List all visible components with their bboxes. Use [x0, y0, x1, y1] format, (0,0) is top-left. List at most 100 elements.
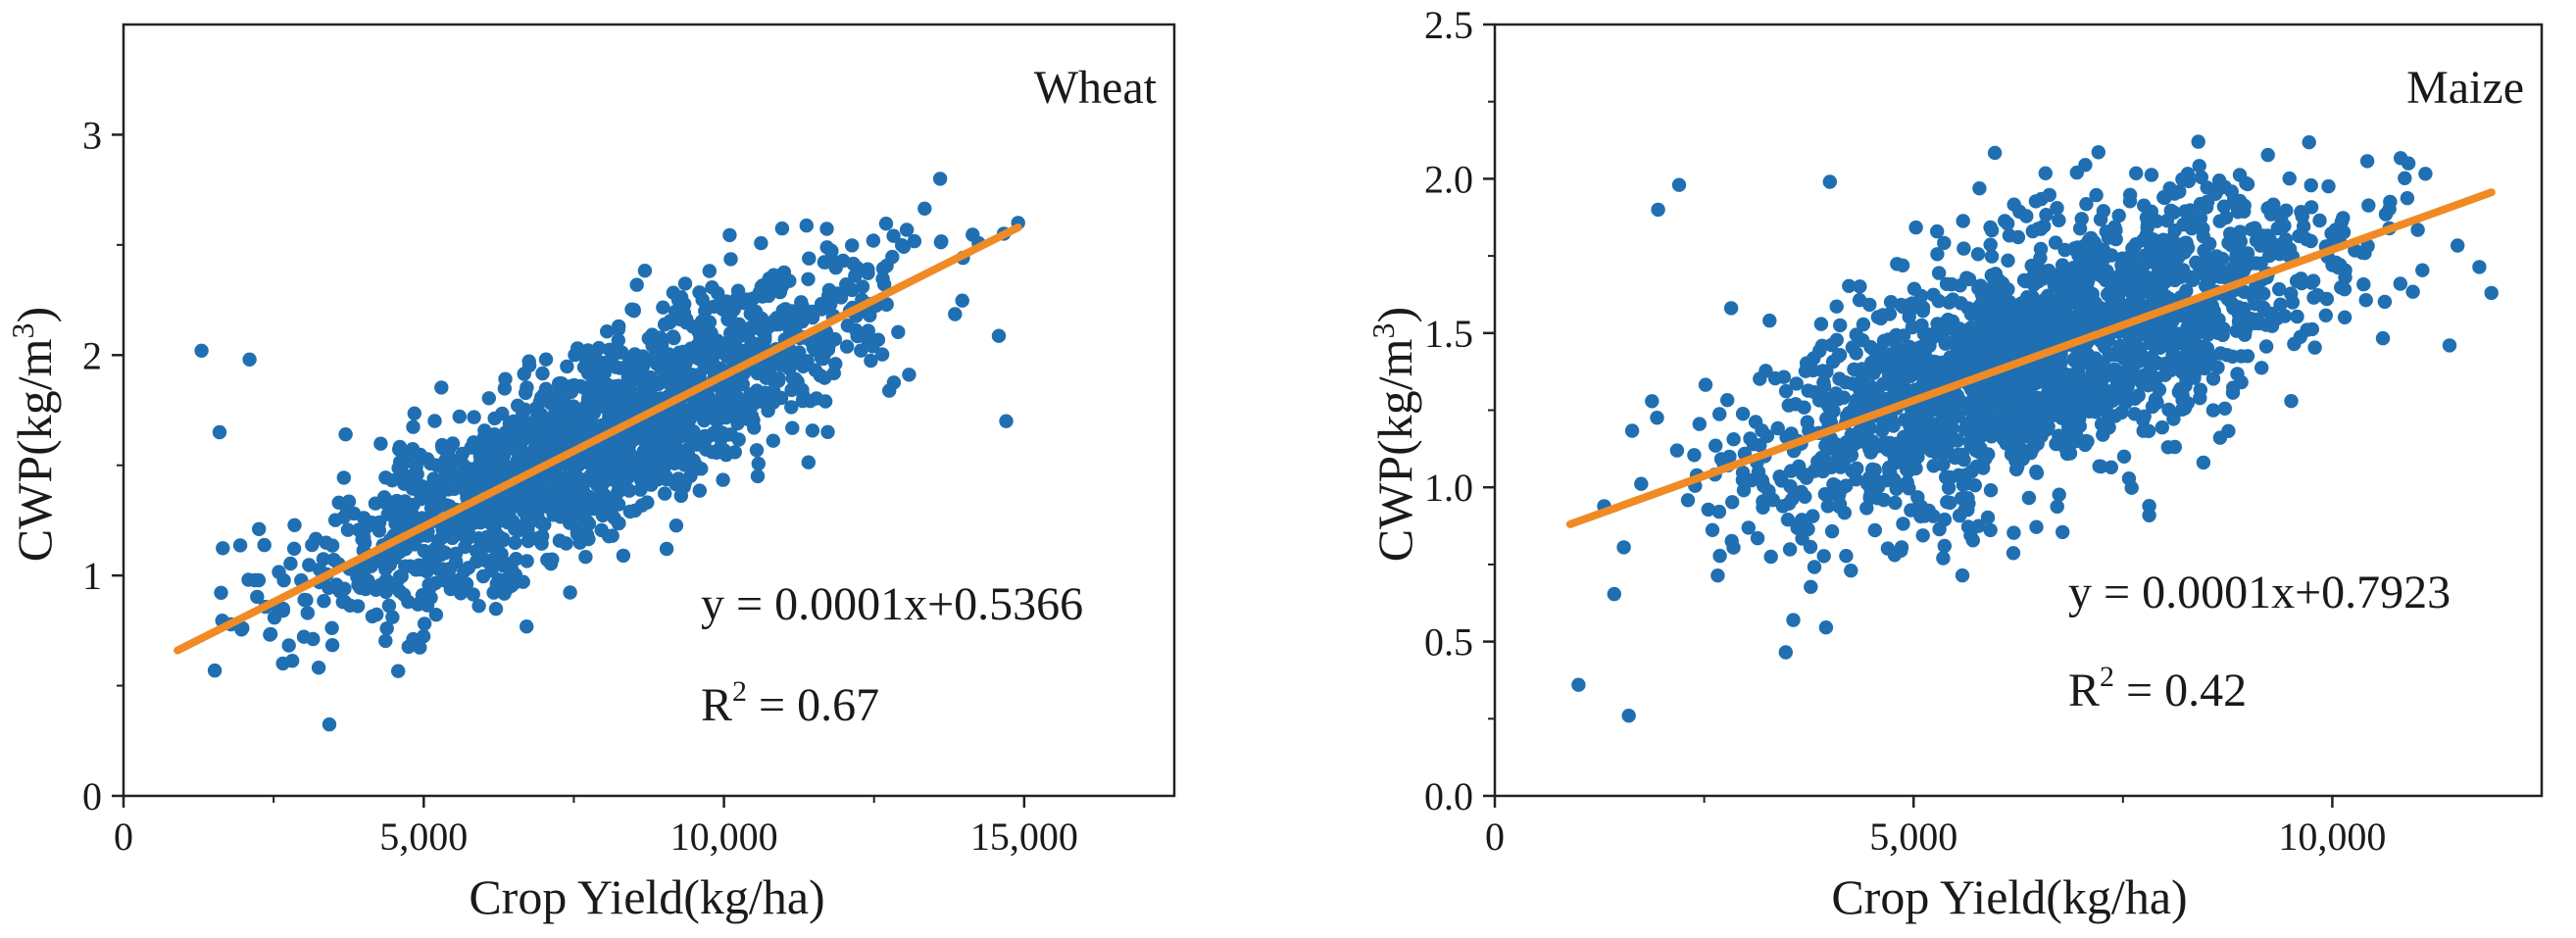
- maize-data-point: [1849, 346, 1863, 361]
- wheat-data-point: [695, 343, 710, 358]
- wheat-data-point: [692, 483, 707, 498]
- maize-data-point: [1842, 406, 1857, 420]
- wheat-data-point: [520, 554, 534, 568]
- maize-data-point: [1915, 304, 1931, 319]
- maize-data-point: [1803, 539, 1818, 555]
- wheat-data-point: [263, 627, 277, 642]
- maize-data-point: [2173, 381, 2188, 396]
- wheat-data-point: [445, 530, 460, 546]
- wheat-data-point: [534, 516, 549, 530]
- wheat-data-point: [583, 469, 598, 483]
- wheat-data-point: [850, 261, 865, 275]
- wheat-data-point: [796, 389, 811, 404]
- wheat-data-point: [471, 599, 486, 614]
- wheat-data-point: [670, 401, 685, 417]
- wheat-data-point: [521, 487, 536, 502]
- wheat-data-point: [492, 450, 507, 465]
- maize-chart-title: Maize: [2406, 62, 2524, 114]
- maize-data-point: [1953, 393, 1967, 408]
- maize-data-point: [2155, 288, 2170, 303]
- maize-data-point: [2096, 417, 2110, 432]
- maize-data-point: [1983, 302, 1998, 317]
- maize-data-point: [2186, 272, 2201, 287]
- maize-data-point: [1800, 415, 1815, 429]
- maize-data-point: [2078, 437, 2093, 453]
- wheat-data-point: [593, 488, 608, 503]
- maize-data-point: [2334, 215, 2350, 229]
- wheat-data-point: [401, 639, 416, 655]
- maize-data-point: [2096, 357, 2110, 371]
- maize-data-point: [2172, 247, 2188, 263]
- wheat-plot-frame: [122, 23, 1176, 798]
- wheat-data-point: [835, 253, 851, 269]
- maize-data-point: [2100, 264, 2114, 278]
- maize-data-point: [1891, 341, 1906, 357]
- maize-data-point: [2020, 290, 2035, 305]
- maize-data-point: [2001, 335, 2016, 351]
- wheat-data-point: [411, 597, 425, 612]
- maize-data-point: [1894, 543, 1908, 558]
- maize-data-point: [1723, 301, 1739, 316]
- wheat-data-point: [565, 411, 580, 426]
- wheat-data-point: [434, 380, 449, 395]
- wheat-data-point: [543, 471, 558, 486]
- wheat-data-point: [557, 491, 571, 507]
- maize-data-point: [2136, 423, 2151, 438]
- wheat-data-point: [766, 433, 780, 448]
- maize-data-point: [2284, 394, 2299, 409]
- maize-data-point: [2232, 168, 2248, 182]
- maize-data-point: [1687, 448, 1702, 463]
- wheat-data-point: [398, 494, 413, 509]
- maize-data-point: [2003, 295, 2017, 310]
- maize-data-point: [2285, 295, 2301, 310]
- maize-data-point: [1850, 392, 1864, 407]
- maize-data-point: [1936, 551, 1951, 566]
- maize-data-point: [2405, 284, 2420, 299]
- maize-data-point: [2054, 355, 2068, 370]
- wheat-data-point: [391, 512, 407, 526]
- wheat-data-point: [570, 498, 584, 513]
- wheat-data-point: [568, 426, 582, 441]
- maize-data-point: [2146, 321, 2160, 337]
- wheat-data-point: [546, 492, 561, 508]
- wheat-data-point: [602, 406, 618, 420]
- maize-data-point: [2175, 172, 2190, 187]
- wheat-data-point: [705, 332, 719, 347]
- maize-data-point: [1855, 362, 1869, 376]
- maize-data-point: [1918, 426, 1933, 441]
- maize-data-point: [2149, 355, 2163, 370]
- wheat-data-point: [774, 221, 790, 236]
- maize-data-point: [1913, 499, 1929, 514]
- maize-data-point: [2240, 349, 2255, 364]
- maize-data-point: [1971, 518, 1986, 533]
- maize-data-point: [2138, 274, 2153, 289]
- wheat-data-point: [466, 516, 481, 530]
- wheat-data-point: [428, 608, 444, 622]
- wheat-data-point: [336, 510, 351, 524]
- wheat-data-point: [505, 515, 520, 529]
- wheat-data-point: [676, 305, 692, 321]
- wheat-data-point: [398, 559, 413, 573]
- wheat-data-point: [696, 410, 711, 425]
- maize-data-point: [2130, 289, 2145, 305]
- maize-data-point: [1937, 538, 1953, 554]
- wheat-data-point: [469, 476, 483, 492]
- maize-data-point: [2059, 319, 2074, 333]
- maize-data-point: [2033, 241, 2049, 257]
- maize-data-point: [1926, 509, 1941, 523]
- wheat-data-point: [488, 602, 504, 617]
- maize-data-point: [1813, 317, 1829, 331]
- maize-data-point: [1839, 549, 1854, 564]
- maize-data-point: [2078, 243, 2093, 259]
- wheat-data-point: [694, 462, 709, 476]
- wheat-data-point: [441, 482, 456, 497]
- wheat-data-point: [553, 375, 568, 391]
- maize-data-point: [2038, 166, 2053, 180]
- wheat-data-point: [194, 343, 209, 358]
- maize-data-point: [2191, 258, 2205, 272]
- wheat-data-point: [560, 478, 574, 494]
- maize-data-point: [1964, 304, 1979, 319]
- wheat-data-point: [552, 533, 568, 548]
- maize-data-point: [2063, 420, 2078, 436]
- wheat-data-point: [815, 302, 829, 317]
